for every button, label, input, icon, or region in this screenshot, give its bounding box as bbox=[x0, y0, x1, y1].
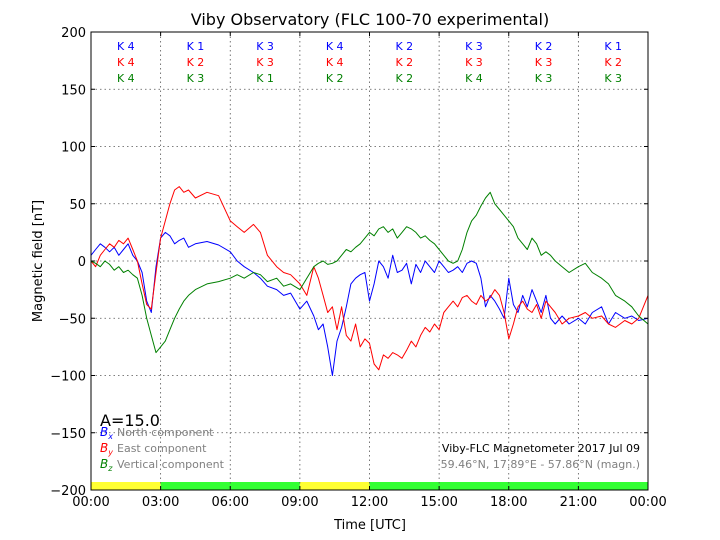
k-index-table: K 4 K 1 K 3 K 4 K 2 K 3 K 2 K 1 K 4 K 2 K 3 K 4 K 2 K… bbox=[117, 40, 622, 85]
k-index-label-x: K 4 bbox=[117, 40, 135, 53]
x-tick-label: 03:00 bbox=[142, 495, 179, 510]
y-axis-label: Magnetic field [nT] bbox=[31, 200, 46, 322]
info-line-1: Viby-FLC Magnetometer 2017 Jul 09 bbox=[442, 442, 640, 455]
series-line-vertical-component bbox=[90, 191, 649, 354]
k-index-label-z: K 3 bbox=[187, 72, 205, 85]
x-tick-label: 21:00 bbox=[560, 495, 597, 510]
x-tick-label: 15:00 bbox=[420, 495, 457, 510]
legend-label: Vertical component bbox=[117, 458, 225, 471]
y-tick-label: 100 bbox=[61, 141, 86, 156]
y-tick-label: 200 bbox=[61, 26, 86, 41]
k-index-label-z: K 3 bbox=[604, 72, 622, 85]
k-index-label-y: K 2 bbox=[395, 56, 413, 69]
chart-title: Viby Observatory (FLC 100-70 experimenta… bbox=[191, 10, 550, 29]
y-tick-label: 150 bbox=[61, 83, 86, 98]
y-tick-label: −150 bbox=[50, 427, 86, 442]
x-tick-label: 12:00 bbox=[351, 495, 388, 510]
k-index-label-y: K 2 bbox=[187, 56, 205, 69]
k-index-label-y: K 2 bbox=[604, 56, 622, 69]
activity-segment bbox=[91, 482, 161, 490]
k-index-label-z: K 2 bbox=[326, 72, 344, 85]
axis-ticks: 00:00 03:00 06:00 09:00 12:00 15:00 18:00 21:00… bbox=[50, 26, 666, 510]
y-tick-label: −100 bbox=[50, 370, 86, 385]
x-tick-label: 00:00 bbox=[72, 495, 109, 510]
y-tick-label: 50 bbox=[69, 198, 86, 213]
x-axis-label: Time [UTC] bbox=[333, 518, 406, 533]
x-tick-label: 09:00 bbox=[281, 495, 318, 510]
k-index-label-z: K 4 bbox=[117, 72, 135, 85]
k-index-label-y: K 3 bbox=[535, 56, 553, 69]
k-index-label-z: K 2 bbox=[395, 72, 413, 85]
k-index-label-x: K 2 bbox=[535, 40, 553, 53]
a-index-label: A=15.0 bbox=[100, 411, 160, 430]
k-index-label-z: K 1 bbox=[256, 72, 274, 85]
x-tick-label: 18:00 bbox=[490, 495, 527, 510]
k-index-label-y: K 3 bbox=[465, 56, 483, 69]
info-line-2: 59.46°N, 17.89°E - 57.86°N (magn.) bbox=[441, 458, 640, 471]
k-index-label-y: K 3 bbox=[256, 56, 274, 69]
y-tick-label: 0 bbox=[78, 255, 86, 270]
k-index-label-x: K 1 bbox=[604, 40, 622, 53]
y-tick-label: −50 bbox=[59, 312, 86, 327]
series-line-east-component bbox=[90, 186, 649, 371]
x-tick-label: 00:00 bbox=[629, 495, 666, 510]
series-group bbox=[90, 186, 649, 376]
series-line-north-component bbox=[90, 231, 649, 376]
k-index-label-x: K 3 bbox=[465, 40, 483, 53]
k-index-label-x: K 1 bbox=[187, 40, 205, 53]
k-index-label-x: K 2 bbox=[395, 40, 413, 53]
activity-segment bbox=[299, 482, 370, 490]
k-index-label-x: K 3 bbox=[256, 40, 274, 53]
k-index-label-y: K 4 bbox=[326, 56, 344, 69]
k-index-label-z: K 3 bbox=[535, 72, 553, 85]
k-index-label-z: K 4 bbox=[465, 72, 483, 85]
y-tick-label: −200 bbox=[50, 484, 86, 499]
legend-label: North component bbox=[117, 426, 214, 439]
legend-label: East component bbox=[117, 442, 207, 455]
k-index-label-x: K 4 bbox=[326, 40, 344, 53]
x-tick-label: 06:00 bbox=[212, 495, 249, 510]
k-index-label-y: K 4 bbox=[117, 56, 135, 69]
